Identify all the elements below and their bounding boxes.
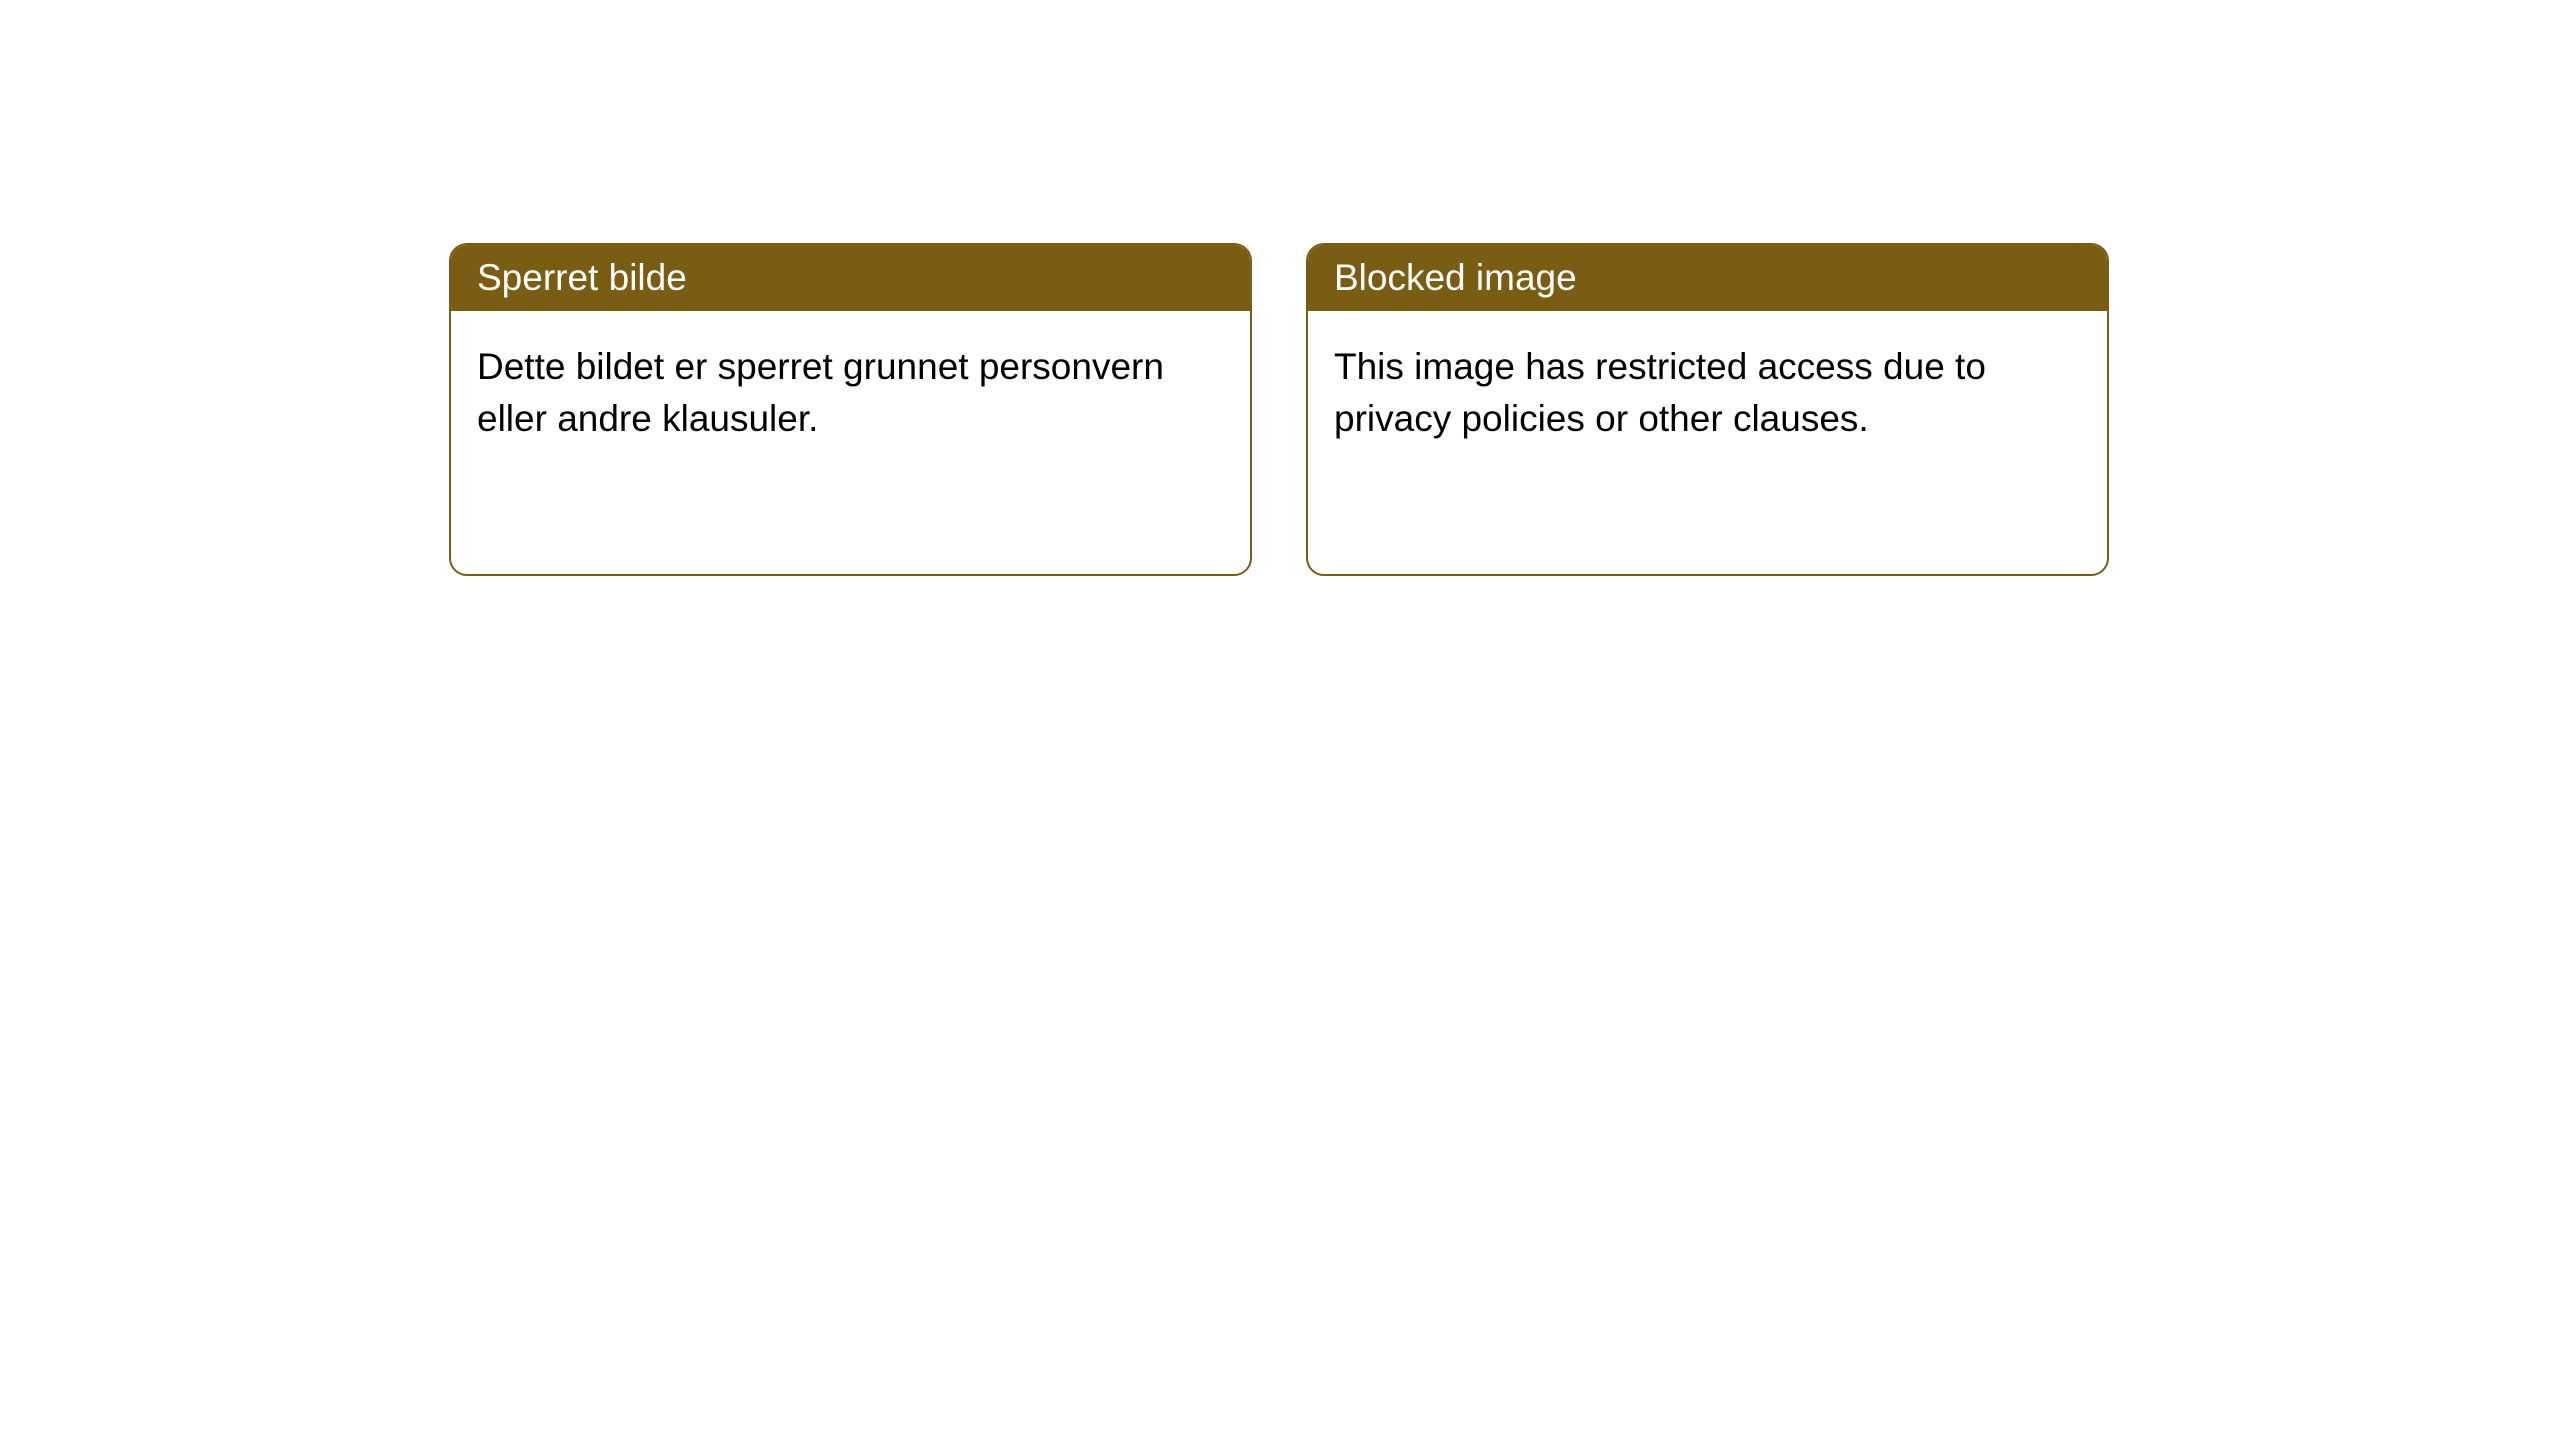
notice-body-norwegian: Dette bildet er sperret grunnet personve… xyxy=(451,311,1250,475)
notice-card-english: Blocked image This image has restricted … xyxy=(1306,243,2109,576)
notice-header-norwegian: Sperret bilde xyxy=(451,245,1250,311)
notice-card-norwegian: Sperret bilde Dette bildet er sperret gr… xyxy=(449,243,1252,576)
notice-header-english: Blocked image xyxy=(1308,245,2107,311)
notice-container: Sperret bilde Dette bildet er sperret gr… xyxy=(449,243,2109,576)
notice-body-english: This image has restricted access due to … xyxy=(1308,311,2107,475)
